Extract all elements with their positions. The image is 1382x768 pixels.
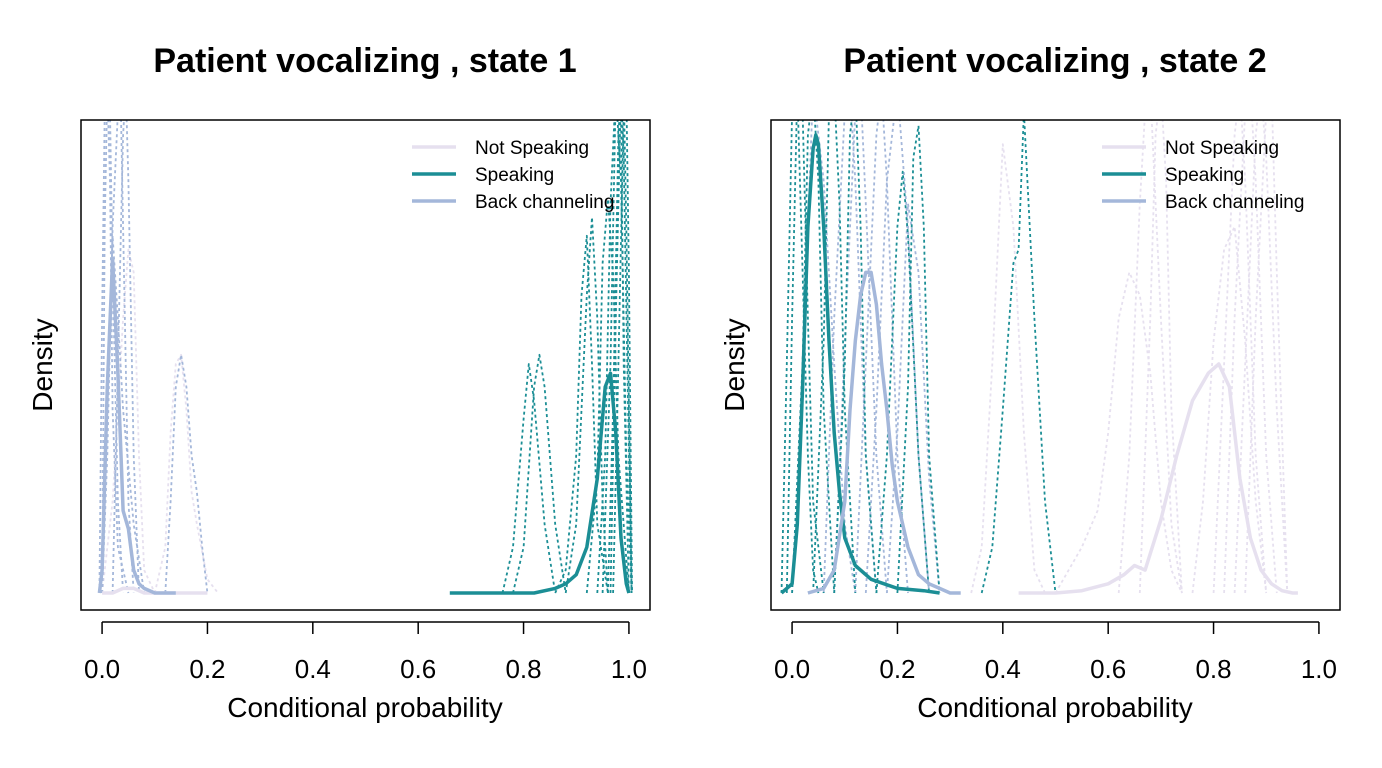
density-curve-back-channeling-sample bbox=[101, 234, 146, 594]
density-curve-not-speaking-sample bbox=[1054, 271, 1183, 594]
density-curve-not-speaking-sample bbox=[1233, 120, 1289, 594]
density-curve-speaking-sample bbox=[501, 363, 557, 594]
density-curve-speaking-sample bbox=[980, 120, 1057, 594]
legend-label-back-channeling: Back channeling bbox=[475, 192, 614, 213]
density-curve-not-speaking-sample bbox=[1223, 120, 1278, 594]
x-tick-label: 0.8 bbox=[1195, 654, 1231, 684]
series-layer bbox=[780, 120, 1298, 595]
density-curve-speaking-sample bbox=[554, 234, 609, 594]
x-tick-label: 0.6 bbox=[400, 654, 436, 684]
density-curve-back-channeling-sample bbox=[101, 120, 124, 594]
chart-title: Patient vocalizing , state 1 bbox=[153, 42, 576, 80]
density-curve-back-channeling-mean bbox=[807, 270, 961, 595]
x-tick-label: 0.8 bbox=[505, 654, 541, 684]
legend-label-speaking: Speaking bbox=[1165, 165, 1244, 186]
density-curve-speaking-mean bbox=[449, 371, 631, 595]
density-curve-not-speaking-sample bbox=[970, 143, 1046, 594]
y-axis-label: Density bbox=[27, 318, 58, 411]
density-curve-back-channeling-sample bbox=[854, 120, 909, 594]
legend-label-not-speaking: Not Speaking bbox=[1165, 138, 1279, 159]
x-axis-label: Conditional probability bbox=[917, 692, 1193, 723]
density-curve-speaking-sample bbox=[607, 120, 633, 594]
chart-title: Patient vocalizing , state 2 bbox=[843, 42, 1266, 80]
legend-label-speaking: Speaking bbox=[475, 165, 554, 186]
x-tick-label: 1.0 bbox=[1301, 654, 1337, 684]
density-curve-speaking-sample bbox=[512, 353, 567, 594]
x-tick-label: 0.0 bbox=[84, 654, 120, 684]
chart-panel-1: Patient vocalizing , state 1 0.0 0.2 0.4 0.… bbox=[27, 42, 651, 723]
x-tick-label: 0.2 bbox=[189, 654, 225, 684]
plot-frame bbox=[80, 119, 651, 611]
y-axis-label: Density bbox=[719, 318, 750, 411]
density-curve-not-speaking-sample bbox=[153, 353, 219, 594]
x-tick-label: 0.2 bbox=[879, 654, 915, 684]
legend: Not Speaking Speaking Back channeling bbox=[412, 138, 614, 213]
density-curve-speaking-sample bbox=[833, 120, 878, 594]
density-curve-speaking-sample bbox=[896, 124, 941, 594]
legend-label-back-channeling: Back channeling bbox=[1165, 192, 1304, 213]
density-curve-back-channeling-mean bbox=[97, 256, 176, 595]
legend-label-not-speaking: Not Speaking bbox=[475, 138, 589, 159]
density-curve-not-speaking-sample bbox=[101, 248, 156, 594]
x-axis-label: Conditional probability bbox=[227, 692, 503, 723]
density-curve-back-channeling-sample bbox=[164, 353, 209, 594]
x-tick-label: 1.0 bbox=[611, 654, 647, 684]
x-tick-label: 0.0 bbox=[774, 654, 810, 684]
x-tick-label: 0.4 bbox=[985, 654, 1021, 684]
plot-area bbox=[780, 120, 1298, 595]
density-curve-not-speaking-sample bbox=[1244, 120, 1289, 594]
series-layer bbox=[97, 120, 633, 595]
density-curve-speaking-sample bbox=[780, 120, 820, 594]
density-curve-speaking-sample bbox=[612, 120, 633, 594]
plot-frame bbox=[770, 119, 1341, 611]
plot-area bbox=[97, 120, 633, 595]
x-axis: 0.0 0.2 0.4 0.6 0.8 1.0 bbox=[774, 621, 1337, 684]
density-curve-not-speaking-sample bbox=[1212, 120, 1268, 594]
density-curve-speaking-sample bbox=[609, 120, 633, 594]
density-curve-not-speaking-mean bbox=[1018, 362, 1298, 595]
density-curve-speaking-sample bbox=[601, 120, 630, 594]
legend: Not Speaking Speaking Back channeling bbox=[1102, 138, 1304, 213]
density-curve-back-channeling-sample bbox=[886, 202, 941, 594]
density-curve-speaking-sample bbox=[812, 120, 857, 594]
density-curve-back-channeling-sample bbox=[864, 120, 930, 594]
chart-panel-2: Patient vocalizing , state 2 0.0 0.2 0.4 0.… bbox=[719, 42, 1341, 723]
density-curve-not-speaking-sample bbox=[1191, 225, 1268, 594]
density-curve-speaking-mean bbox=[780, 133, 940, 595]
x-tick-label: 0.6 bbox=[1090, 654, 1126, 684]
x-axis: 0.0 0.2 0.4 0.6 0.8 1.0 bbox=[84, 621, 647, 684]
x-tick-label: 0.4 bbox=[295, 654, 331, 684]
density-curve-speaking-sample bbox=[875, 170, 930, 594]
